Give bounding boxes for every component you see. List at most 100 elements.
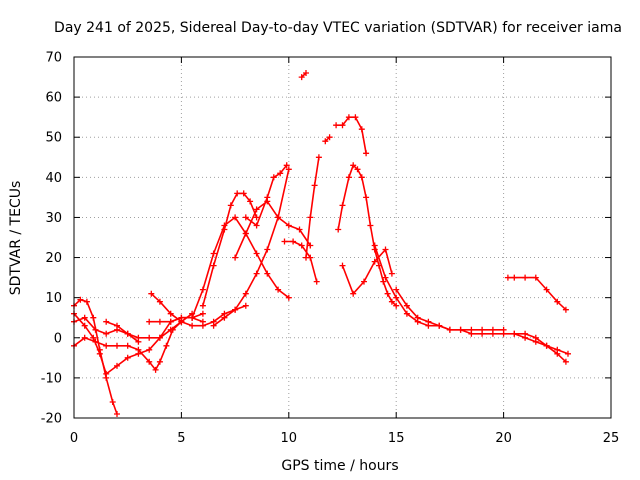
data-point — [156, 298, 163, 305]
series-trace — [300, 72, 307, 78]
data-point — [479, 330, 486, 337]
data-point — [277, 170, 284, 177]
series-trace — [507, 276, 567, 311]
series-trace — [73, 298, 118, 415]
y-tick-label: 60 — [45, 91, 62, 106]
data-point — [253, 206, 260, 213]
y-tick-label: -10 — [41, 371, 62, 386]
data-point — [393, 294, 400, 301]
data-series-group — [71, 296, 120, 417]
data-point — [345, 174, 352, 181]
data-point — [103, 318, 110, 325]
data-point — [307, 242, 314, 249]
data-series-group — [189, 214, 292, 321]
data-point — [221, 226, 228, 233]
data-point — [156, 318, 163, 325]
series-trace — [283, 240, 318, 283]
data-point — [361, 278, 367, 285]
data-point — [339, 262, 346, 269]
data-point — [232, 214, 239, 221]
x-tick-label: 0 — [70, 431, 78, 446]
data-point — [500, 330, 507, 337]
data-point — [532, 338, 539, 345]
x-tick-label: 5 — [177, 431, 185, 446]
data-series — [71, 70, 571, 417]
series-trace — [335, 116, 367, 155]
data-point — [311, 182, 318, 189]
data-point — [504, 274, 511, 281]
data-series-group — [232, 198, 314, 261]
data-point — [167, 326, 174, 333]
data-point — [283, 162, 290, 169]
data-point — [363, 194, 370, 201]
y-tick-labels: -20 -10 0 10 20 30 40 50 60 70 — [41, 51, 62, 427]
grid-lines — [74, 57, 611, 418]
data-point — [275, 214, 282, 221]
series-trace — [105, 320, 140, 343]
x-tick-label: 15 — [388, 431, 405, 446]
data-point — [303, 70, 309, 76]
data-point — [275, 286, 282, 293]
data-point — [242, 214, 249, 221]
data-point — [298, 242, 305, 249]
data-point — [247, 198, 254, 205]
axis-ticks — [73, 56, 612, 419]
series-trace — [73, 312, 193, 339]
data-point — [146, 318, 153, 325]
data-point — [285, 294, 292, 301]
data-point — [354, 166, 361, 173]
data-series-group — [103, 318, 142, 345]
data-point — [156, 358, 163, 365]
data-point — [199, 310, 206, 317]
data-point — [468, 330, 475, 337]
y-tick-label: 10 — [45, 291, 62, 306]
data-point — [371, 258, 378, 265]
data-point — [124, 354, 131, 361]
data-series-group — [322, 134, 333, 145]
data-series-group — [71, 318, 185, 373]
data-point — [148, 290, 155, 297]
data-point — [103, 330, 110, 337]
data-point — [281, 238, 288, 245]
data-point — [339, 122, 346, 129]
data-point — [543, 286, 550, 293]
data-point — [221, 314, 228, 321]
data-series-group — [281, 238, 320, 285]
x-tick-label: 20 — [495, 431, 512, 446]
data-point — [242, 290, 249, 297]
data-point — [124, 330, 131, 337]
data-point — [562, 306, 569, 313]
data-point — [81, 314, 88, 321]
data-series-group — [210, 166, 292, 329]
series-trace — [202, 192, 258, 307]
data-point — [146, 334, 153, 341]
data-point — [167, 310, 174, 317]
data-point — [384, 290, 391, 297]
data-point — [234, 190, 241, 197]
series-trace — [337, 164, 397, 307]
y-tick-label: 0 — [54, 331, 62, 346]
data-point — [382, 246, 389, 253]
series-trace — [373, 244, 505, 331]
data-point — [352, 114, 359, 121]
series-trace — [324, 136, 331, 142]
data-series-group — [242, 162, 290, 229]
data-point — [189, 314, 196, 321]
data-point — [81, 322, 88, 329]
data-point — [232, 306, 239, 313]
data-point — [114, 342, 120, 349]
x-tick-labels: 0 5 10 15 20 25 — [70, 431, 619, 446]
y-axis-title: SDTVAR / TECUs — [8, 181, 24, 296]
data-point — [189, 322, 196, 329]
data-point — [163, 342, 170, 349]
data-point — [210, 262, 217, 269]
data-point — [103, 342, 110, 349]
data-point — [363, 150, 370, 157]
data-point — [199, 302, 206, 309]
data-point — [92, 338, 99, 345]
data-point — [326, 134, 333, 141]
data-point — [109, 399, 116, 405]
data-point — [227, 202, 234, 209]
data-point — [285, 222, 292, 229]
data-point — [167, 318, 174, 325]
